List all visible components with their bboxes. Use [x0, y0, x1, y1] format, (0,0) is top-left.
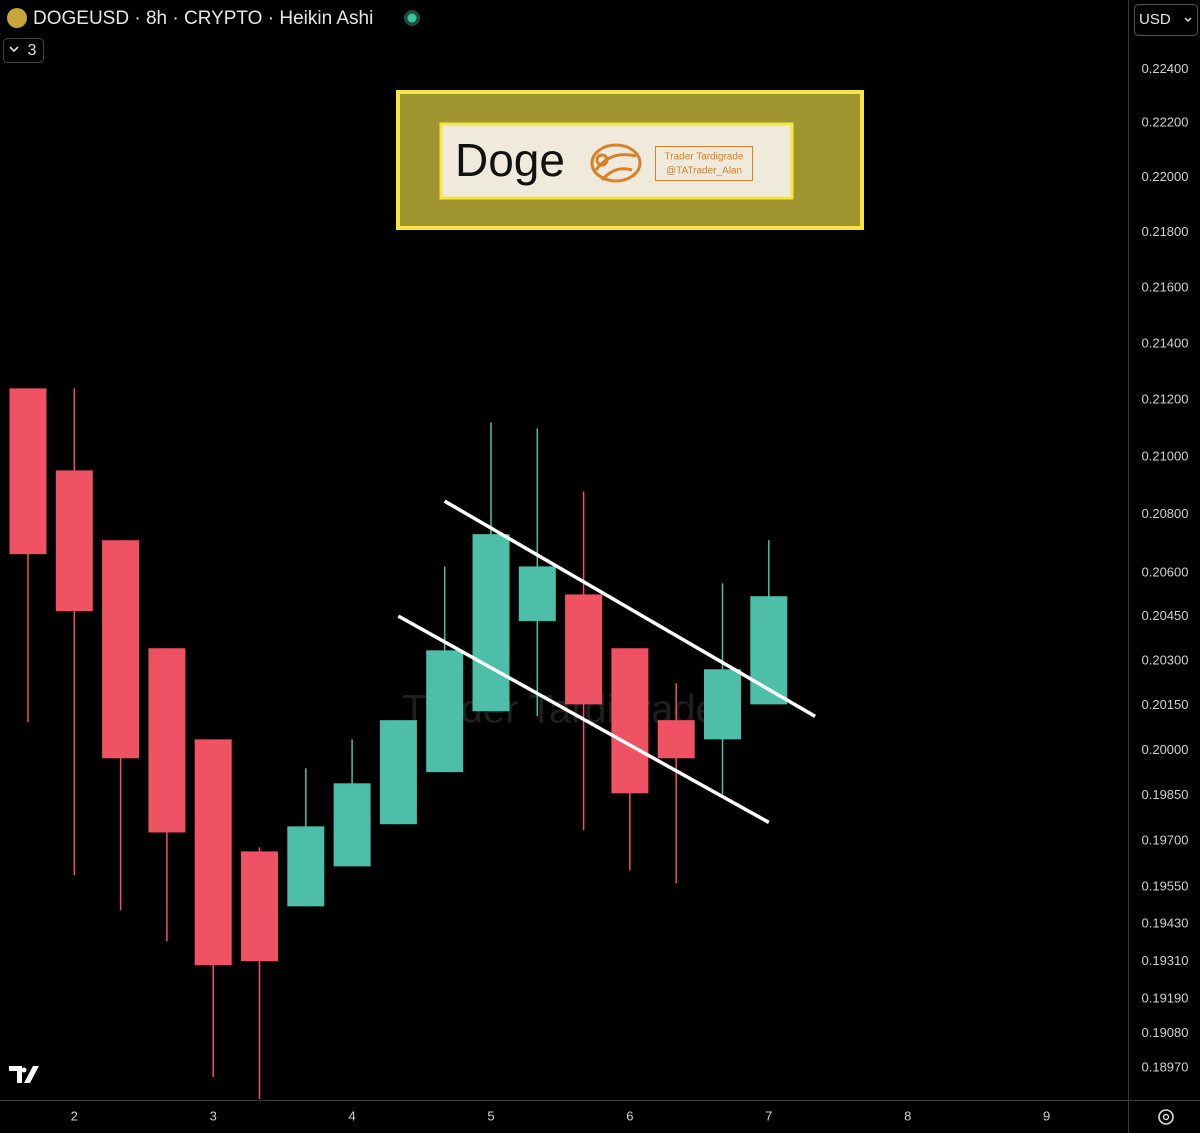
chevron — [9, 46, 19, 53]
y-tick-label: 0.20450 — [1142, 608, 1189, 623]
y-tick-label: 0.22000 — [1142, 169, 1189, 184]
currency-button[interactable] — [1134, 4, 1198, 36]
x-tick-label: 9 — [1043, 1108, 1050, 1123]
annotation-handle: @TATrader_Alan — [666, 166, 742, 177]
status-dot — [407, 13, 417, 23]
annotation-badge — [655, 146, 753, 181]
plot-area — [9, 388, 816, 1100]
y-tick-label: 0.19310 — [1142, 953, 1189, 968]
symbol-icon — [7, 8, 27, 28]
candle-body — [611, 648, 649, 794]
candle-body — [565, 594, 603, 705]
x-tick-label: 5 — [487, 1108, 494, 1123]
trend-line — [397, 614, 770, 824]
x-tick-label: 7 — [765, 1108, 772, 1123]
x-tick-label: 3 — [210, 1108, 217, 1123]
y-tick-label: 0.21000 — [1142, 449, 1189, 464]
candle-body — [333, 783, 371, 867]
y-tick-label: 0.21400 — [1142, 335, 1189, 350]
candle-body — [55, 470, 93, 612]
y-tick-label: 0.19550 — [1142, 879, 1189, 894]
tv-logo — [9, 1066, 39, 1083]
y-tick-label: 0.19430 — [1142, 916, 1189, 931]
candle-body — [194, 739, 232, 966]
candle-body — [750, 596, 788, 705]
indicator-count: 3 — [28, 42, 37, 59]
x-tick-label: 8 — [904, 1108, 911, 1123]
candle-body — [704, 669, 741, 740]
candle-body — [9, 388, 47, 555]
x-tick-label: 6 — [626, 1108, 633, 1123]
trend-line — [443, 499, 816, 718]
y-tick-label: 0.22400 — [1142, 61, 1189, 76]
chevron — [1184, 17, 1192, 23]
y-tick-label: 0.20000 — [1142, 742, 1189, 757]
candle-body — [518, 566, 556, 622]
settings-icon-center — [1162, 1113, 1170, 1121]
y-tick-label: 0.21600 — [1142, 279, 1189, 294]
tv-logo-dot — [21, 1067, 27, 1073]
y-tick-label: 0.19700 — [1142, 833, 1189, 848]
chart-title: DOGEUSD · 8h · CRYPTO · Heikin Ashi — [33, 8, 373, 29]
candle-body — [472, 534, 510, 712]
annotation-label: Doge — [455, 134, 565, 186]
y-tick-label: 0.22200 — [1142, 115, 1189, 130]
currency: USD — [1139, 11, 1171, 28]
y-tick-label: 0.19850 — [1142, 787, 1189, 802]
candle-body — [379, 720, 417, 825]
candle-body — [426, 650, 464, 773]
y-tick-label: 0.20800 — [1142, 506, 1189, 521]
y-tick-label: 0.19080 — [1142, 1025, 1189, 1040]
y-tick-label: 0.18970 — [1142, 1060, 1189, 1075]
tardigrade-icon — [590, 143, 642, 183]
y-tick-label: 0.20150 — [1142, 697, 1189, 712]
annotation-card — [439, 122, 794, 200]
settings-icon[interactable] — [1158, 1109, 1174, 1125]
y-tick-label: 0.19190 — [1142, 990, 1189, 1005]
y-tick-label: 0.21800 — [1142, 224, 1189, 239]
y-tick-label: 0.21200 — [1142, 392, 1189, 407]
y-tick-label: 0.20600 — [1142, 564, 1189, 579]
x-tick-label: 4 — [348, 1108, 355, 1123]
candle-body — [657, 720, 695, 759]
indicator-toggle[interactable] — [3, 38, 44, 63]
candle-body — [102, 540, 140, 759]
y-tick-label: 0.20300 — [1142, 652, 1189, 667]
candle-body — [287, 826, 325, 907]
candle-body — [148, 648, 186, 833]
candle-body — [241, 851, 278, 962]
annotation-author: Trader Tardigrade — [665, 152, 744, 163]
x-tick-label: 2 — [71, 1108, 78, 1123]
